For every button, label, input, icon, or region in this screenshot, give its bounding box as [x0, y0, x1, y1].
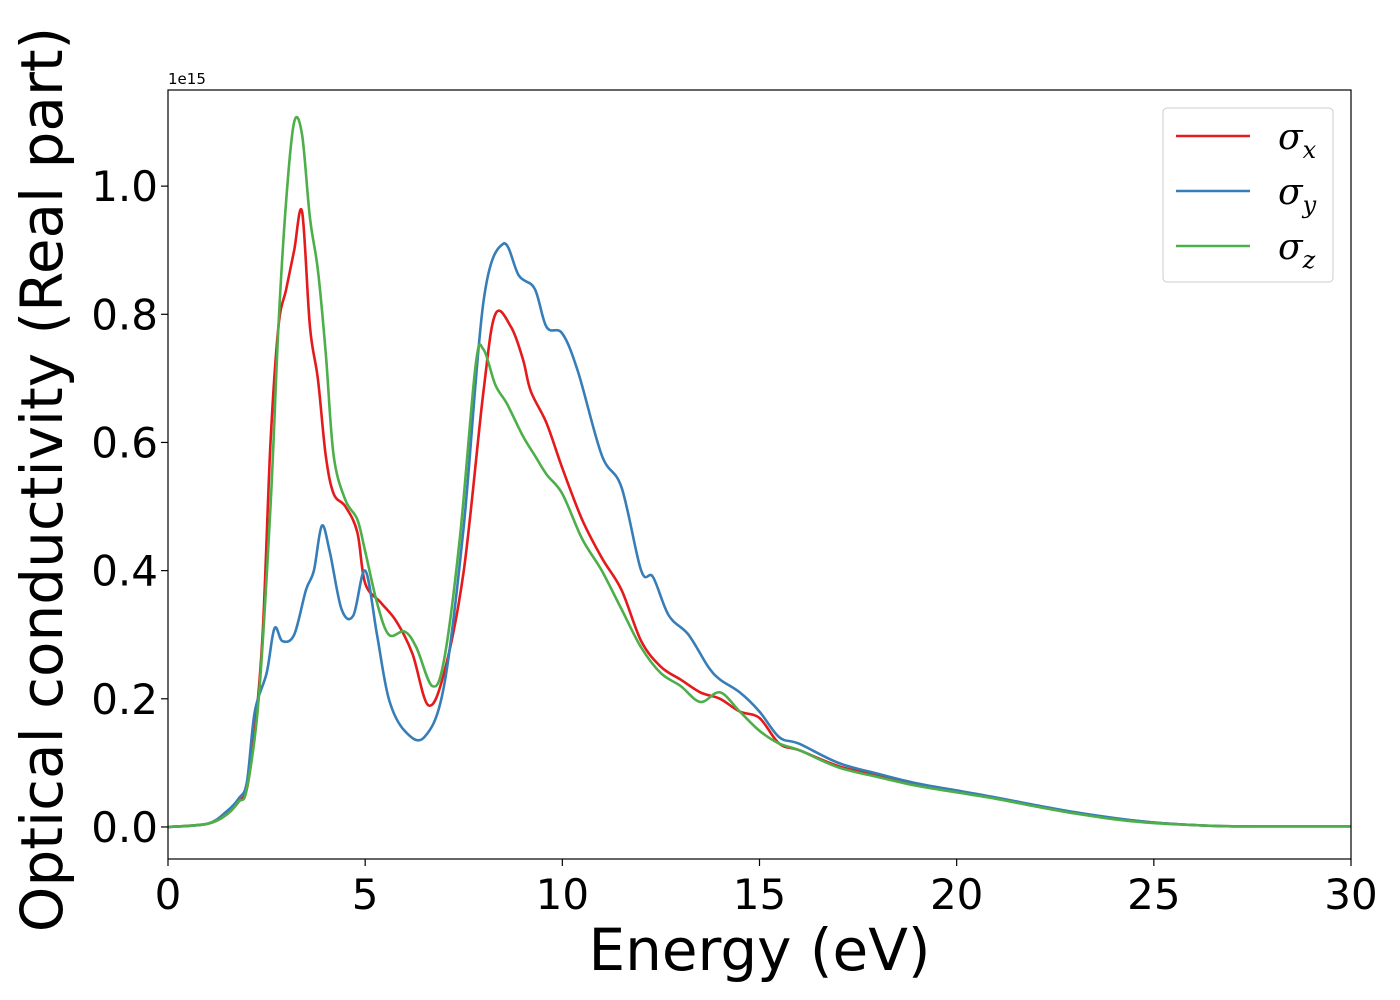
- x-tick-label: 10: [536, 870, 589, 919]
- y-tick-label: 0.0: [91, 803, 158, 852]
- y-tick-label: 1.0: [91, 162, 158, 211]
- x-tick-label: 30: [1324, 870, 1377, 919]
- legend: σx σy σz: [1162, 107, 1334, 283]
- y-tick-label: 0.4: [91, 547, 158, 596]
- y-tick-label: 0.8: [91, 290, 158, 339]
- y-axis-ticks: 0.0 0.2 0.4 0.6 0.8 1.0: [91, 162, 168, 852]
- x-tick-label: 20: [930, 870, 983, 919]
- legend-entry-z: σz: [1278, 227, 1316, 274]
- x-tick-label: 0: [155, 870, 182, 919]
- x-tick-label: 5: [352, 870, 379, 919]
- series-line-y: [167, 242, 1351, 829]
- x-axis-label: Energy (eV): [588, 916, 930, 984]
- x-tick-label: 25: [1127, 870, 1180, 919]
- series-line-z: [167, 115, 1351, 829]
- legend-entry-y: σy: [1278, 172, 1317, 219]
- legend-box: [1162, 107, 1334, 283]
- y-tick-label: 0.2: [91, 675, 158, 724]
- series-layer: [167, 115, 1351, 829]
- legend-entry-x: σx: [1278, 117, 1317, 164]
- series-line-x: [167, 207, 1351, 829]
- x-axis-ticks: 0 5 10 15 20 25 30: [155, 859, 1378, 919]
- y-axis-label: Optical conductivity (Real part): [8, 27, 76, 932]
- y-tick-label: 0.6: [91, 418, 158, 467]
- x-tick-label: 15: [733, 870, 786, 919]
- y-offset-label: 1e15: [168, 70, 206, 88]
